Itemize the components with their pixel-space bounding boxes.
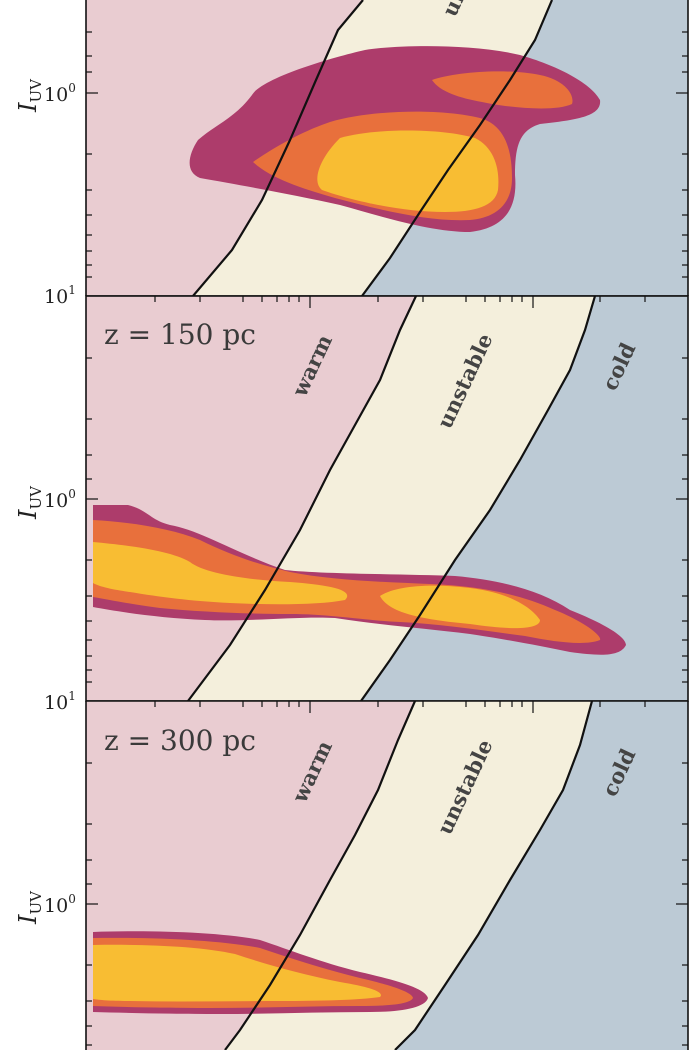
ylabel-top: IUV	[14, 78, 45, 113]
panel-annotation-middle: z = 150 pc	[104, 318, 256, 351]
panel-bottom: z = 300 pc warm unstable cold	[14, 700, 689, 1050]
panel-bottom-ticks	[86, 701, 688, 1046]
panel-middle: z = 150 pc warm unstable cold	[14, 295, 689, 714]
ytick-label-top-2: 101	[44, 283, 76, 308]
boundary-warm-unstable	[192, 0, 364, 296]
panel-top: un 100 101 IUV	[14, 0, 689, 308]
panel-bottom-frame	[85, 700, 689, 1050]
panel-annotation-bottom: z = 300 pc	[104, 724, 256, 757]
ytick-label-top-1: 100	[44, 81, 76, 106]
density-contour-inner	[317, 130, 499, 212]
panel-middle-ticks	[86, 296, 688, 683]
ytick-label-middle-1: 100	[44, 487, 76, 512]
ylabel-bottom: IUV	[14, 890, 45, 925]
panel-top-ticks	[86, 31, 688, 278]
density-contour-inner	[93, 542, 540, 629]
boundary-warm-unstable	[224, 701, 417, 1050]
ytick-label-middle-2: 101	[44, 689, 76, 714]
boundary-unstable-cold	[360, 296, 597, 701]
boundary-warm-unstable	[187, 296, 417, 701]
ytick-label-bottom-1: 100	[44, 892, 76, 917]
boundary-unstable-cold	[394, 701, 594, 1050]
cold-region	[395, 701, 688, 1050]
boundary-unstable-cold	[361, 0, 554, 296]
ylabel-middle: IUV	[14, 485, 45, 520]
density-contour-inner	[93, 944, 381, 1002]
